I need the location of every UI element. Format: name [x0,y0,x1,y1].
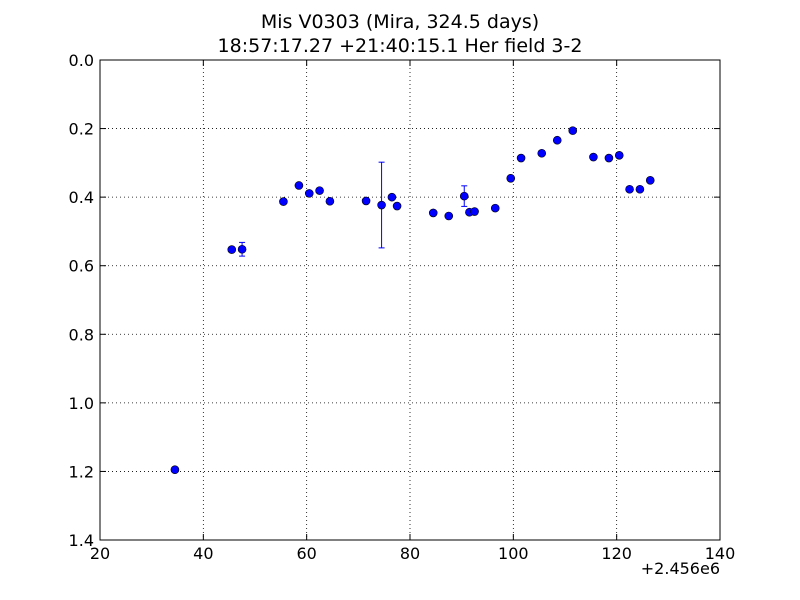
data-point [635,184,645,194]
y-tick-label: 0.0 [69,51,94,70]
data-point [392,201,402,211]
data-point [279,197,288,206]
data-point [470,207,479,216]
data-point [237,244,247,254]
data-point [625,184,634,194]
chart-title: Mis V0303 (Mira, 324.5 days) [260,11,540,33]
data-point [387,192,397,202]
y-tick-label: 1.2 [69,462,94,481]
x-tick-label: 120 [601,544,632,563]
y-tick-label: 0.8 [69,325,94,344]
data-point [444,211,454,221]
data-point [170,465,180,475]
x-tick-label: 140 [705,544,736,563]
data-point [361,196,371,206]
y-tick-label: 0.4 [69,188,94,207]
data-point [325,196,335,206]
data-point [552,135,562,145]
data-point [227,245,237,254]
y-tick-label: 1.4 [69,531,94,550]
data-point [294,181,304,190]
y-tick-label: 0.2 [69,120,94,139]
data-point [506,173,516,183]
data-point [589,152,598,162]
data-point [315,186,324,195]
x-tick-label: 40 [193,544,213,563]
x-tick-label: 80 [400,544,420,563]
data-point [604,153,614,163]
chart-subtitle: 18:57:17.27 +21:40:15.1 Her field 3-2 [217,35,583,57]
data-point [516,153,526,163]
x-axis-offset-label: +2.456e6 [640,559,720,578]
data-point [428,208,438,218]
data-point [537,148,547,158]
data-point [614,151,624,160]
data-point [645,176,655,185]
data-point [459,191,469,201]
data-point [304,189,314,198]
y-tick-label: 0.6 [69,257,94,276]
y-tick-label: 1.0 [69,394,94,413]
data-point [377,200,386,210]
x-tick-label: 100 [498,544,529,563]
data-point [568,126,578,135]
x-tick-label: 20 [90,544,110,563]
data-point [490,203,500,213]
x-tick-label: 60 [296,544,316,563]
